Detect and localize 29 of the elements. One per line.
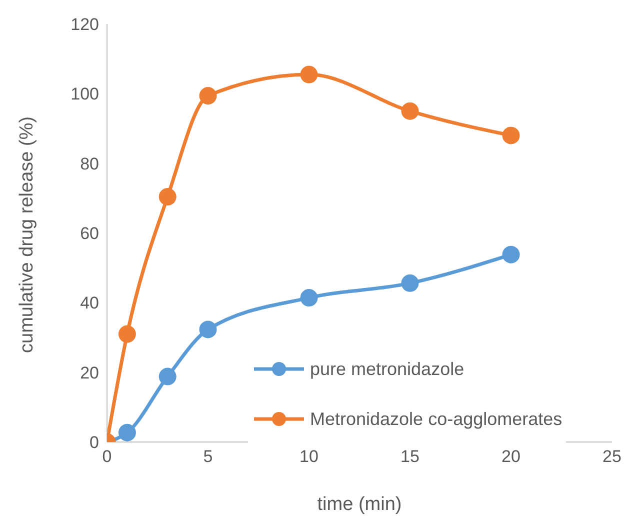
x-tick-label: 0 [102, 447, 112, 466]
point [401, 274, 419, 292]
x-tick-label: 10 [300, 447, 318, 466]
point [158, 188, 176, 206]
legend-label: pure metronidazole [310, 358, 464, 380]
y-tick-label: 60 [80, 224, 99, 244]
point [199, 87, 217, 105]
point [300, 66, 318, 84]
point [300, 289, 318, 307]
point [502, 246, 520, 264]
point [401, 102, 419, 120]
y-tick-label: 20 [80, 363, 99, 382]
y-tick-label: 40 [80, 294, 99, 313]
point [158, 368, 176, 386]
y-tick-label: 100 [70, 84, 99, 104]
x-axis-title: time (min) [317, 494, 402, 515]
x-tick-label: 15 [400, 447, 420, 466]
x-tick-label: 5 [203, 447, 213, 466]
legend-label: Metronidazole co-agglomerates [310, 408, 562, 430]
x-tick-label: 25 [602, 447, 622, 466]
y-tick-label: 120 [70, 15, 99, 34]
y-tick-label: 0 [90, 433, 99, 452]
point [502, 126, 520, 144]
y-tick-label: 80 [80, 154, 99, 174]
x-tick-label: 20 [502, 447, 520, 466]
y-axis-title: cumulative drug release (%) [16, 116, 38, 353]
point [118, 424, 136, 442]
point [199, 320, 217, 338]
point [118, 325, 136, 343]
